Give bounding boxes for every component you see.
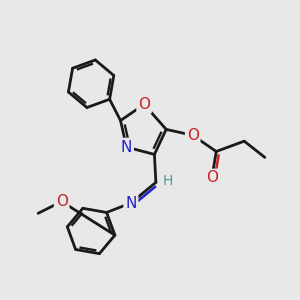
Text: O: O <box>206 170 218 185</box>
Text: O: O <box>56 194 68 209</box>
Text: N: N <box>121 140 132 154</box>
Text: N: N <box>125 196 136 211</box>
Text: H: H <box>162 174 173 188</box>
Text: O: O <box>138 97 150 112</box>
Text: O: O <box>187 128 199 143</box>
